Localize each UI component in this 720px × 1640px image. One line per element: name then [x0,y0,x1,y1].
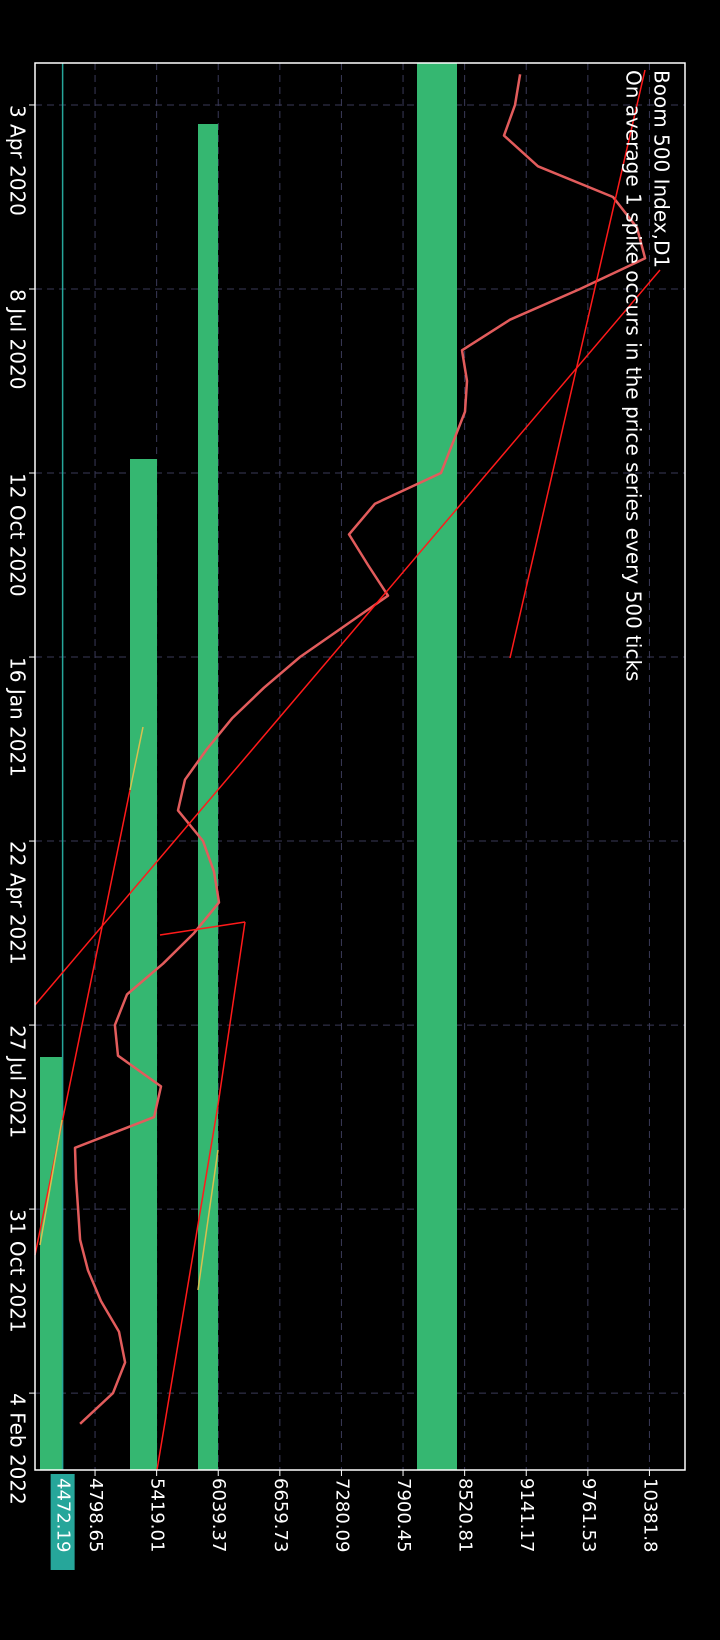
price-label: 9141.17 [516,1478,537,1552]
price-label: 9761.53 [578,1478,599,1552]
price-label: 6039.37 [208,1478,229,1552]
price-label: 7280.09 [331,1478,352,1552]
indicator-bar [417,63,457,1470]
chart-subtitle: On average 1 spike occurs in the price s… [622,70,646,681]
date-label: 4 Feb 2022 [6,1393,30,1505]
date-label: 3 Apr 2020 [6,105,30,216]
date-label: 16 Jan 2021 [6,657,30,777]
last-price-label: 4472.19 [53,1478,74,1552]
price-label: 6659.73 [270,1478,291,1552]
trend-line [34,789,131,1256]
date-label: 22 Apr 2021 [6,841,30,965]
price-label: 5419.01 [147,1478,168,1552]
indicator-bar [130,459,157,1470]
trend-line [39,1119,63,1246]
indicator-bar [40,1057,62,1470]
chart-title: Boom 500 Index,D1 [650,70,674,268]
date-label: 31 Oct 2021 [6,1209,30,1333]
trend-line [34,269,661,1006]
price-line [73,74,647,1425]
trend-line [509,69,646,659]
price-label: 7900.45 [393,1478,414,1552]
trend-line [129,726,144,791]
trend-line [156,1104,219,1471]
date-label: 12 Oct 2020 [6,473,30,597]
plot-layer [61,63,647,1470]
last-price-box [50,1474,75,1570]
price-label: 10381.8 [639,1478,660,1552]
plot-frame [34,62,686,1471]
trend-line [217,921,246,1106]
trend-line [159,921,246,936]
date-label: 8 Jul 2020 [6,289,30,389]
trend-line [197,1149,219,1291]
price-label: 8520.81 [455,1478,476,1552]
trend-lines [34,69,661,1471]
price-label: 4798.65 [85,1478,106,1552]
date-label: 27 Jul 2021 [6,1025,30,1138]
axes-layer: 4798.65 5419.01 6039.37 6659.73 7280.09 7900.… [6,104,660,1570]
